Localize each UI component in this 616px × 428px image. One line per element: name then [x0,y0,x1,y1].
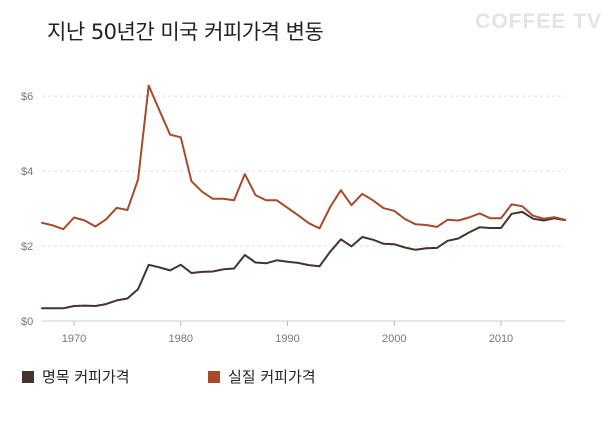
x-tick-label: 2010 [489,333,513,345]
watermark-logo: COFFEE TV [475,10,602,33]
series-layer [41,84,566,310]
x-tick-label: 1980 [169,333,193,345]
x-tick-label: 1990 [275,333,299,345]
y-tick-label: $2 [21,241,33,253]
series-line-nominal [41,210,566,310]
legend-label-real: 실질 커피가격 [228,368,316,386]
legend-item-nominal: 명목 커피가격 [22,366,130,387]
series-line-real [41,84,566,231]
x-tick-label: 2000 [382,333,406,345]
y-tick-label: $0 [21,316,33,328]
y-tick-label: $4 [21,166,33,178]
legend-item-real: 실질 커피가격 [208,366,316,387]
legend-label-nominal: 명목 커피가격 [42,368,130,386]
chart-title: 지난 50년간 미국 커피가격 변동 [47,20,324,44]
legend-swatch-nominal [22,370,34,383]
grid-layer [42,95,565,247]
legend-swatch-real [208,370,220,383]
x-tick-label: 1970 [62,333,86,345]
axis-layer: $0 $2 $4 $6 1970 1980 1990 2000 2010 [21,91,565,345]
y-tick-label: $6 [21,91,33,103]
